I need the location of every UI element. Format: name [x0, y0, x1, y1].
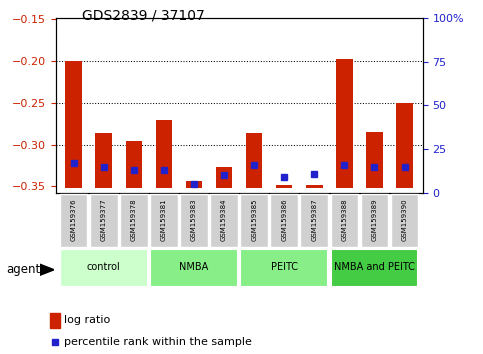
FancyBboxPatch shape [60, 194, 87, 247]
FancyBboxPatch shape [180, 194, 208, 247]
Bar [276, 184, 293, 188]
Text: GSM159377: GSM159377 [100, 198, 107, 241]
Polygon shape [40, 264, 54, 275]
Text: GSM159384: GSM159384 [221, 198, 227, 240]
FancyBboxPatch shape [150, 194, 178, 247]
FancyBboxPatch shape [210, 194, 238, 247]
Bar [336, 59, 353, 188]
Bar [185, 181, 202, 188]
Bar [396, 103, 413, 188]
Text: GSM159385: GSM159385 [251, 198, 257, 240]
Text: GSM159387: GSM159387 [312, 198, 317, 241]
FancyBboxPatch shape [361, 194, 388, 247]
Bar [156, 120, 172, 188]
FancyBboxPatch shape [330, 194, 358, 247]
Bar [126, 141, 142, 188]
FancyBboxPatch shape [60, 250, 148, 287]
FancyBboxPatch shape [120, 194, 148, 247]
Text: GSM159389: GSM159389 [371, 198, 378, 241]
FancyBboxPatch shape [240, 250, 328, 287]
FancyBboxPatch shape [300, 194, 328, 247]
Text: NMBA and PEITC: NMBA and PEITC [334, 262, 415, 272]
Text: GSM159383: GSM159383 [191, 198, 197, 241]
FancyBboxPatch shape [270, 194, 298, 247]
FancyBboxPatch shape [330, 250, 418, 287]
Bar [246, 133, 262, 188]
FancyBboxPatch shape [240, 194, 268, 247]
FancyBboxPatch shape [150, 250, 238, 287]
Text: GSM159388: GSM159388 [341, 198, 347, 241]
Bar [306, 184, 323, 188]
Text: GSM159378: GSM159378 [131, 198, 137, 241]
Bar [65, 61, 82, 188]
Text: GSM159390: GSM159390 [401, 198, 408, 241]
FancyBboxPatch shape [90, 194, 117, 247]
Text: PEITC: PEITC [270, 262, 298, 272]
Text: control: control [87, 262, 121, 272]
FancyBboxPatch shape [391, 194, 418, 247]
Text: GSM159376: GSM159376 [71, 198, 77, 241]
Text: GSM159386: GSM159386 [281, 198, 287, 241]
Text: percentile rank within the sample: percentile rank within the sample [64, 337, 252, 347]
Text: NMBA: NMBA [179, 262, 209, 272]
Bar [50, 313, 60, 327]
Bar [96, 133, 112, 188]
Bar [216, 167, 232, 188]
Text: GDS2839 / 37107: GDS2839 / 37107 [82, 9, 205, 23]
Bar [366, 132, 383, 188]
Text: GSM159381: GSM159381 [161, 198, 167, 241]
Text: agent: agent [6, 263, 40, 276]
Text: log ratio: log ratio [64, 315, 110, 325]
